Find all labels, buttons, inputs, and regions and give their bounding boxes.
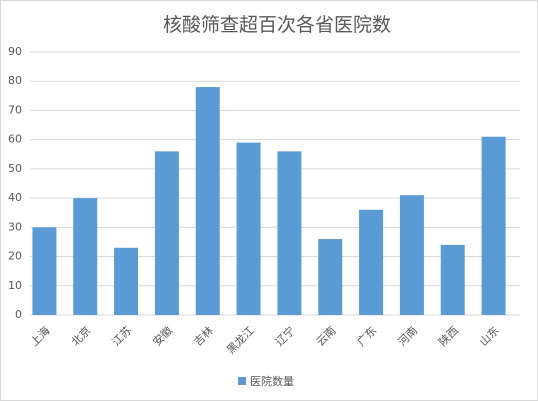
bar: [114, 247, 139, 315]
y-tick-label: 90: [8, 45, 22, 58]
legend-swatch: [238, 377, 246, 385]
bar: [277, 151, 302, 315]
legend-label: 医院数量: [250, 374, 294, 388]
bar: [318, 239, 343, 315]
y-tick-label: 30: [8, 220, 22, 233]
bar: [359, 209, 384, 315]
bar: [440, 244, 465, 315]
bar: [73, 198, 98, 315]
bar: [236, 142, 261, 315]
bar: [399, 195, 424, 315]
y-tick-label: 0: [15, 308, 22, 321]
bar: [154, 151, 179, 315]
y-tick-label: 10: [8, 279, 22, 292]
bar: [32, 227, 57, 315]
y-tick-label: 80: [8, 74, 22, 87]
y-tick-label: 40: [8, 191, 22, 204]
y-tick-label: 70: [8, 103, 22, 116]
y-tick-label: 50: [8, 162, 22, 175]
bar: [195, 87, 220, 315]
y-tick-label: 20: [8, 250, 22, 263]
bar: [481, 136, 506, 315]
y-tick-label: 60: [8, 133, 22, 146]
chart-title: 核酸筛查超百次各省医院数: [163, 14, 391, 36]
